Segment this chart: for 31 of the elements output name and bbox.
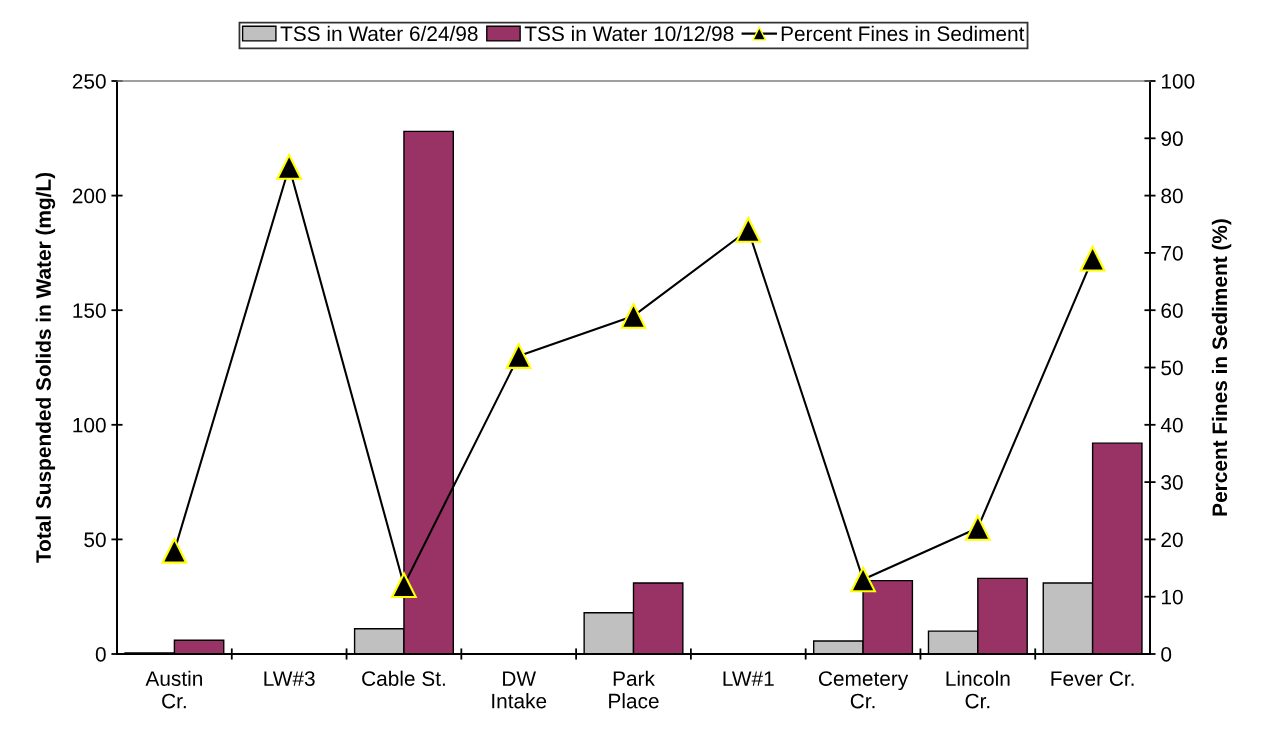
y-tick-label: 150 bbox=[73, 303, 106, 318]
y2-tick-label: 50 bbox=[1161, 360, 1183, 376]
y2-tick-label: 10 bbox=[1162, 589, 1183, 605]
y2-tick-label: 20 bbox=[1161, 532, 1183, 548]
y-tick-label: 0 bbox=[95, 647, 106, 662]
y-tick-label: 250 bbox=[72, 74, 106, 89]
x-tick-label: LW#3 bbox=[264, 671, 315, 686]
y-tick-label: 50 bbox=[84, 532, 106, 548]
x-tick-label: Park Place bbox=[609, 670, 659, 709]
x-tick-label: Cemetery Cr. bbox=[818, 671, 909, 709]
x-tick-label: LW#1 bbox=[723, 671, 774, 686]
y2-tick-label: 70 bbox=[1161, 245, 1183, 261]
y2-tick-label: 80 bbox=[1161, 188, 1183, 204]
x-tick-label: Lincoln Cr. bbox=[946, 670, 1010, 709]
y-axis-title: Total Suspended Solids in Water (mg/L) bbox=[35, 172, 56, 563]
y2-tick-label: 30 bbox=[1161, 475, 1183, 490]
y2-tick-label: 0 bbox=[1161, 647, 1172, 662]
x-tick-label: Cable St. bbox=[362, 670, 445, 686]
legend-label: TSS in Water 6/24/98 bbox=[280, 25, 478, 42]
x-tick-label: DW Intake bbox=[492, 671, 547, 709]
y2-tick-label: 40 bbox=[1160, 417, 1183, 433]
y2-tick-label: 90 bbox=[1161, 131, 1183, 147]
y2-tick-label: 60 bbox=[1161, 303, 1183, 318]
x-tick-label: Fever Cr. bbox=[1051, 671, 1134, 686]
x-tick-label: Austin Cr. bbox=[145, 670, 202, 709]
legend-label: TSS in Water 10/12/98 bbox=[524, 25, 734, 42]
y-tick-label: 100 bbox=[73, 417, 106, 433]
legend-label: Percent Fines in Sediment bbox=[781, 25, 1025, 42]
y2-axis-title: Percent Fines in Sediment (%) bbox=[1211, 219, 1232, 516]
y-tick-label: 200 bbox=[72, 188, 106, 204]
y2-tick-label: 100 bbox=[1162, 74, 1195, 89]
